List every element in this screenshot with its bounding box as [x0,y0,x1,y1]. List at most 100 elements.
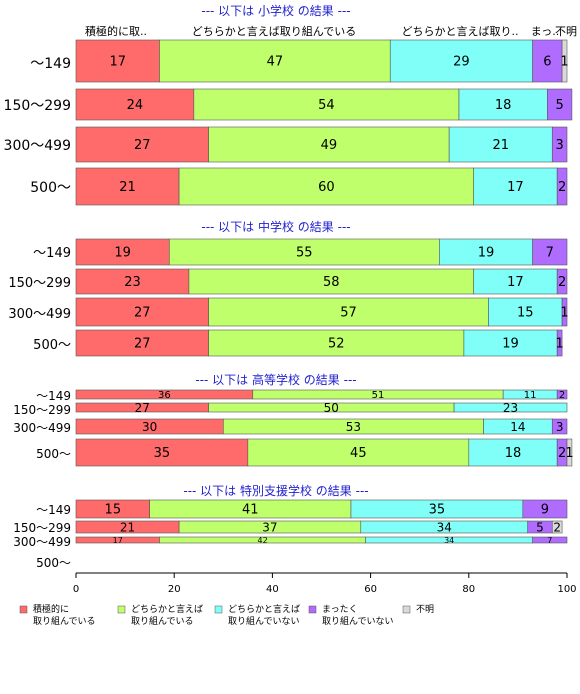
bar-segment [75,88,195,121]
bar-segment [178,167,475,206]
category-label: 150～299 [8,276,71,291]
value-label: 53 [346,420,361,434]
bar-segment [551,520,563,534]
bar-segment [473,167,558,206]
value-label: 7 [547,536,552,545]
bar-segment [488,297,563,327]
bar-segment [556,268,568,295]
value-label: 47 [267,55,284,70]
value-label: 42 [257,536,267,545]
category-label: ～149 [36,503,71,517]
value-label: 5 [536,520,544,534]
value-label: 2 [553,520,561,534]
value-label: 29 [453,55,470,70]
value-label: 18 [495,98,512,113]
bar-segment [532,238,568,266]
legend-label: どちらかと言えば [228,603,300,615]
bar-segment [453,402,568,413]
legend-label: 積極的に [33,603,69,615]
bar-segment [556,329,563,357]
bar-segment [208,126,450,163]
value-label: 2 [558,446,566,461]
value-label: 17 [507,275,524,290]
value-label: 19 [478,246,495,261]
value-label: 1 [565,446,573,461]
value-label: 30 [142,420,157,434]
category-label: 500～ [33,338,71,353]
value-label: 7 [546,246,554,261]
value-label: 27 [134,337,151,352]
legend-swatch [117,605,126,614]
x-tick-label: 0 [73,584,79,595]
value-label: 19 [114,246,131,261]
category-label: 150～299 [4,98,71,114]
value-label: 27 [135,401,150,415]
value-label: 35 [154,446,171,461]
value-label: 17 [109,55,126,70]
panel-title: --- 以下は 中学校 の結果 --- [201,219,350,234]
x-tick-label: 100 [557,584,576,595]
value-label: 3 [555,138,563,153]
value-label: 52 [328,337,345,352]
value-label: 23 [503,401,518,415]
bar-segment [463,329,558,357]
value-label: 36 [158,390,171,401]
bar-segment [75,438,249,467]
bar-segment [532,536,568,544]
bar-segment [75,297,209,327]
bar-segment [75,126,209,163]
value-label: 5 [555,98,563,113]
bar-segment [547,88,573,121]
x-tick-label: 40 [266,584,279,595]
legend-swatch [402,605,411,614]
category-label: 500～ [36,447,71,461]
value-label: 50 [324,401,339,415]
legend-label: 取り組んでいない [228,615,300,627]
value-label: 58 [323,275,340,290]
bar-segment [473,268,558,295]
legend-swatch [19,605,28,614]
legend-label: どちらかと言えば [131,603,203,615]
value-label: 14 [510,420,525,434]
value-label: 57 [340,306,357,321]
bar-segment [439,238,533,266]
panel-title: --- 以下は 特別支援学校 の結果 --- [183,483,368,498]
top-label: 不明 [555,25,577,38]
bar-segment [556,389,568,400]
value-label: 15 [105,503,122,518]
legend-label: 取り組んでいる [33,615,96,627]
bar-segment [551,126,568,163]
x-tick-label: 60 [364,584,377,595]
value-label: 2 [558,275,566,290]
bar-segment [168,238,440,266]
value-label: 21 [120,520,135,534]
bar-segment [522,499,568,519]
bar-segment [448,126,553,163]
bar-segment [566,438,573,467]
value-label: 11 [524,390,537,401]
legend-swatch [214,605,223,614]
value-label: 34 [437,520,452,534]
x-tick-label: 20 [168,584,181,595]
bar-segment [551,418,568,435]
category-label: ～149 [30,56,71,72]
legend-label: まったく [322,604,358,615]
category-label: 300～499 [8,307,71,322]
value-label: 34 [444,536,454,545]
category-label: 150～299 [13,521,71,535]
category-label: 500～ [36,556,71,570]
value-label: 24 [127,98,144,113]
x-tick-label: 80 [462,584,475,595]
top-label: どちらかと言えば取り組んでいる [192,25,356,38]
value-label: 21 [119,180,136,195]
top-label: どちらかと言えば取り.. [402,25,519,38]
value-label: 19 [502,337,519,352]
legend-swatch [308,605,317,614]
value-label: 1 [560,306,568,321]
bar-segment [458,88,548,121]
bar-segment [556,167,568,206]
value-label: 41 [242,503,259,518]
value-label: 6 [543,55,551,70]
category-label: ～149 [33,246,71,261]
